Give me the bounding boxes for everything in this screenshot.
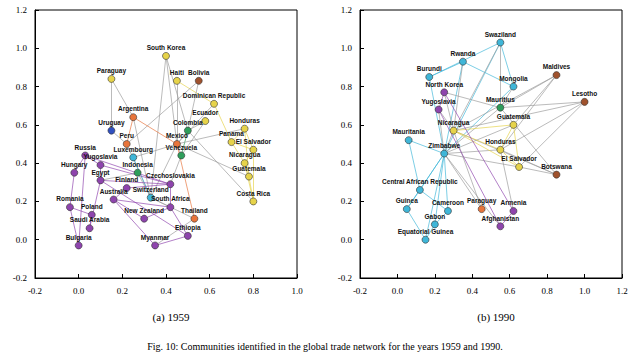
svg-text:Guinea: Guinea bbox=[396, 197, 418, 204]
svg-text:0.8: 0.8 bbox=[248, 286, 260, 296]
svg-text:0.2: 0.2 bbox=[341, 196, 352, 206]
svg-text:Poland: Poland bbox=[81, 203, 103, 210]
svg-text:Swaziland: Swaziland bbox=[485, 31, 516, 38]
svg-text:Saudi Arabia: Saudi Arabia bbox=[70, 216, 110, 223]
svg-text:Central African Republic: Central African Republic bbox=[382, 178, 458, 186]
svg-text:1.0: 1.0 bbox=[291, 286, 303, 296]
svg-text:Bulgaria: Bulgaria bbox=[66, 234, 92, 242]
svg-text:Hungary: Hungary bbox=[61, 161, 88, 169]
svg-text:Guatemala: Guatemala bbox=[232, 165, 266, 172]
svg-text:Russia: Russia bbox=[75, 144, 97, 151]
svg-text:Burundi: Burundi bbox=[417, 65, 442, 72]
svg-text:(a) 1959: (a) 1959 bbox=[153, 311, 190, 324]
svg-text:Nicaragua: Nicaragua bbox=[229, 151, 261, 159]
svg-text:-0.2: -0.2 bbox=[353, 286, 367, 296]
svg-text:0.0: 0.0 bbox=[16, 235, 28, 245]
svg-text:South Africa: South Africa bbox=[151, 195, 190, 202]
svg-text:(b) 1990: (b) 1990 bbox=[477, 311, 515, 324]
svg-text:1.0: 1.0 bbox=[579, 286, 591, 296]
svg-text:0.6: 0.6 bbox=[204, 286, 216, 296]
svg-text:Paraguay: Paraguay bbox=[97, 67, 127, 75]
svg-text:Honduras: Honduras bbox=[485, 138, 516, 145]
svg-text:-0.2: -0.2 bbox=[13, 273, 27, 283]
svg-text:Fig. 10: Communities identifie: Fig. 10: Communities identified in the g… bbox=[147, 341, 503, 352]
svg-text:Mauritius: Mauritius bbox=[486, 96, 515, 103]
svg-text:El Salvador: El Salvador bbox=[501, 155, 537, 162]
svg-text:0.8: 0.8 bbox=[16, 82, 28, 92]
svg-text:Armenia: Armenia bbox=[500, 199, 526, 206]
svg-text:0.0: 0.0 bbox=[341, 235, 353, 245]
svg-text:Zimbabwe: Zimbabwe bbox=[428, 142, 460, 149]
svg-text:0.0: 0.0 bbox=[73, 286, 85, 296]
svg-text:0.4: 0.4 bbox=[341, 158, 353, 168]
svg-text:Mauritania: Mauritania bbox=[392, 128, 425, 135]
svg-text:Honduras: Honduras bbox=[229, 117, 260, 124]
svg-text:Dominican Republic: Dominican Republic bbox=[183, 92, 246, 100]
svg-text:Thailand: Thailand bbox=[181, 207, 208, 214]
svg-text:Guatemala: Guatemala bbox=[497, 113, 531, 120]
svg-text:-0.2: -0.2 bbox=[338, 273, 352, 283]
svg-text:New Zealand: New Zealand bbox=[124, 207, 164, 214]
svg-text:Egypt: Egypt bbox=[91, 169, 110, 177]
svg-text:0.6: 0.6 bbox=[504, 286, 516, 296]
svg-text:Romania: Romania bbox=[56, 195, 84, 202]
svg-text:0.4: 0.4 bbox=[160, 286, 172, 296]
svg-text:-0.2: -0.2 bbox=[28, 286, 42, 296]
svg-text:Afghanistan: Afghanistan bbox=[482, 215, 520, 223]
svg-text:0.4: 0.4 bbox=[16, 158, 28, 168]
svg-text:0.8: 0.8 bbox=[341, 82, 353, 92]
svg-text:El Salvador: El Salvador bbox=[236, 138, 272, 145]
svg-text:Peru: Peru bbox=[119, 132, 133, 139]
svg-text:Equatorial Guinea: Equatorial Guinea bbox=[398, 228, 454, 236]
svg-text:Luxembourg: Luxembourg bbox=[114, 146, 153, 154]
svg-text:Mongolia: Mongolia bbox=[499, 75, 528, 83]
svg-text:Switzerland: Switzerland bbox=[133, 186, 169, 193]
svg-text:Lesotho: Lesotho bbox=[572, 90, 597, 97]
svg-text:0.6: 0.6 bbox=[16, 120, 28, 130]
svg-text:Colombia: Colombia bbox=[173, 119, 203, 126]
svg-text:1.2: 1.2 bbox=[341, 5, 352, 15]
svg-text:Ethiopia: Ethiopia bbox=[175, 224, 201, 232]
svg-text:Botswana: Botswana bbox=[541, 163, 572, 170]
svg-text:Cameroon: Cameroon bbox=[432, 199, 464, 206]
svg-text:North Korea: North Korea bbox=[425, 81, 463, 88]
svg-text:0.2: 0.2 bbox=[429, 286, 440, 296]
svg-text:Argentina: Argentina bbox=[118, 105, 149, 113]
svg-text:Ecuador: Ecuador bbox=[192, 109, 218, 116]
svg-text:Uruguay: Uruguay bbox=[98, 119, 125, 127]
svg-text:Panama: Panama bbox=[219, 130, 244, 137]
svg-text:1.0: 1.0 bbox=[341, 43, 353, 53]
svg-text:Yugoslavia: Yugoslavia bbox=[84, 153, 118, 161]
svg-text:Finland: Finland bbox=[115, 176, 138, 183]
svg-text:0.2: 0.2 bbox=[16, 196, 27, 206]
svg-text:Indonesia: Indonesia bbox=[122, 161, 153, 168]
svg-text:Haiti: Haiti bbox=[170, 69, 184, 76]
svg-text:Yugoslavia: Yugoslavia bbox=[422, 98, 456, 106]
svg-text:1.2: 1.2 bbox=[616, 286, 627, 296]
svg-text:Costa Rica: Costa Rica bbox=[237, 190, 271, 197]
svg-text:Maldives: Maldives bbox=[543, 63, 571, 70]
svg-text:Rwanda: Rwanda bbox=[450, 50, 475, 57]
svg-text:Paraguay: Paraguay bbox=[467, 197, 497, 205]
svg-text:Czechoslovakia: Czechoslovakia bbox=[146, 172, 195, 179]
svg-text:Bolivia: Bolivia bbox=[188, 69, 210, 76]
svg-text:1.2: 1.2 bbox=[16, 5, 27, 15]
svg-text:Venezuela: Venezuela bbox=[166, 144, 198, 151]
svg-text:0.0: 0.0 bbox=[392, 286, 404, 296]
svg-text:Myanmar: Myanmar bbox=[141, 234, 170, 242]
svg-text:0.8: 0.8 bbox=[542, 286, 554, 296]
svg-text:Nicaragua: Nicaragua bbox=[438, 119, 470, 127]
svg-text:Mexico: Mexico bbox=[166, 132, 188, 139]
svg-text:1.0: 1.0 bbox=[16, 43, 28, 53]
svg-text:Gabon: Gabon bbox=[425, 213, 446, 220]
svg-text:South Korea: South Korea bbox=[147, 44, 186, 51]
svg-text:Australia: Australia bbox=[100, 188, 128, 195]
svg-text:0.4: 0.4 bbox=[467, 286, 479, 296]
svg-text:0.2: 0.2 bbox=[117, 286, 128, 296]
svg-text:0.6: 0.6 bbox=[341, 120, 353, 130]
